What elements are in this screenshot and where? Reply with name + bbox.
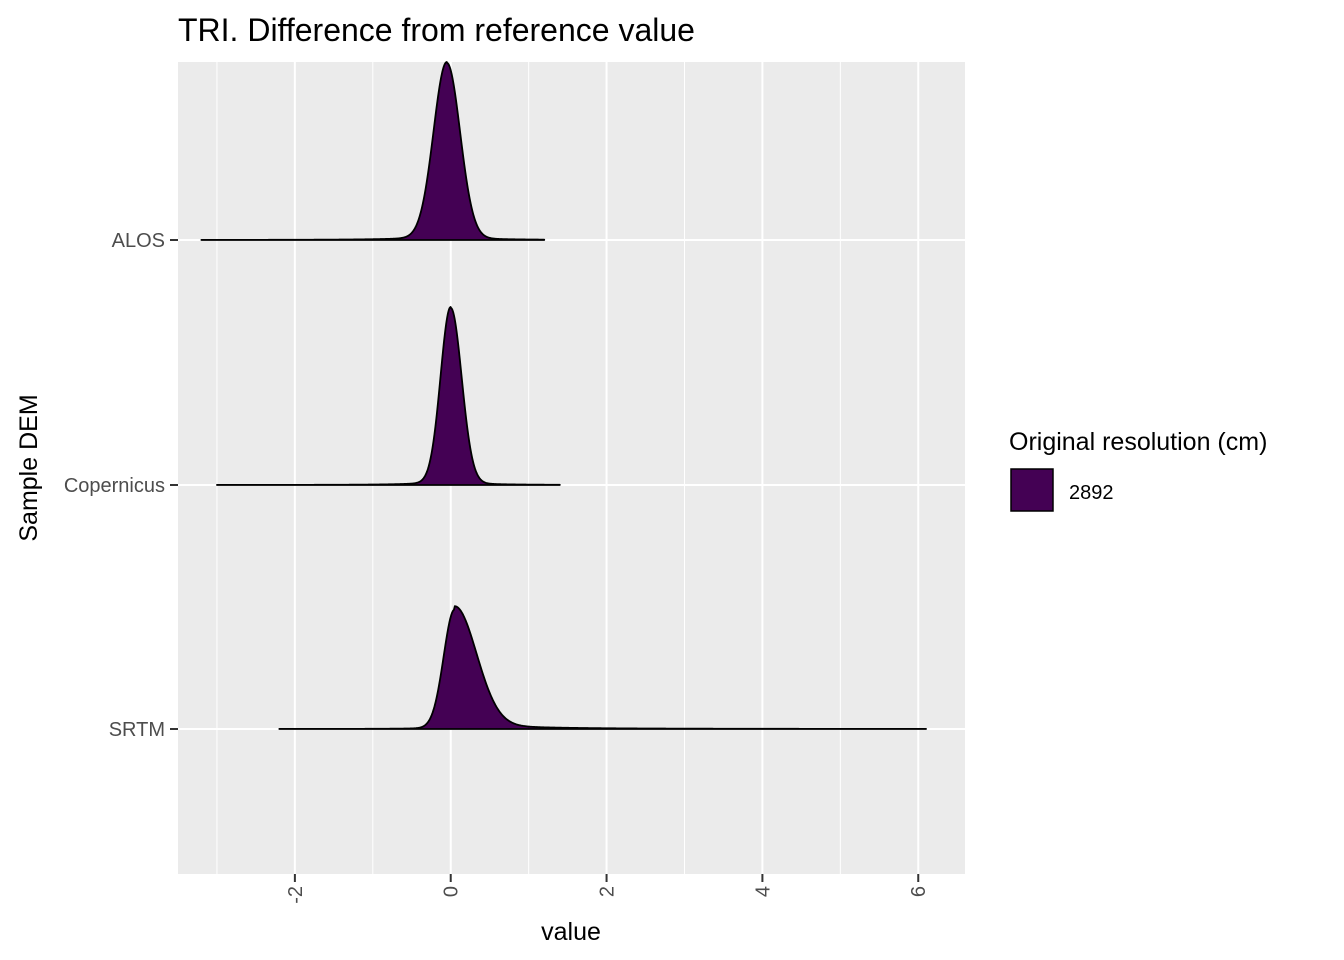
x-tick-label: 0	[441, 886, 463, 897]
x-tick-label: -2	[285, 886, 307, 904]
legend-title: Original resolution (cm)	[1009, 428, 1267, 456]
plot-panel	[178, 62, 965, 874]
x-tick-label: 6	[908, 886, 930, 897]
legend-label: 2892	[1069, 482, 1114, 504]
x-tick-label: 4	[752, 886, 774, 897]
density-ridge-alos	[200, 61, 546, 241]
legend: Original resolution (cm) 2892	[1009, 428, 1267, 512]
x-tick-label: 2	[597, 886, 619, 897]
density-ridge-srtm	[278, 605, 927, 730]
x-axis-title: value	[541, 918, 601, 946]
legend-key-swatch	[1010, 468, 1054, 512]
chart-title: TRI. Difference from reference value	[178, 12, 695, 48]
y-tick-label: SRTM	[109, 719, 165, 741]
density-ridges	[200, 61, 927, 730]
minor-gridlines	[216, 62, 841, 874]
y-axis: ALOS Copernicus SRTM	[64, 230, 178, 741]
density-ridge-copernicus	[216, 306, 561, 486]
y-axis-title: Sample DEM	[15, 394, 43, 541]
y-tick-label: Copernicus	[64, 475, 165, 497]
x-axis: -2 0 2 4 6	[285, 874, 930, 904]
y-tick-label: ALOS	[112, 230, 165, 252]
